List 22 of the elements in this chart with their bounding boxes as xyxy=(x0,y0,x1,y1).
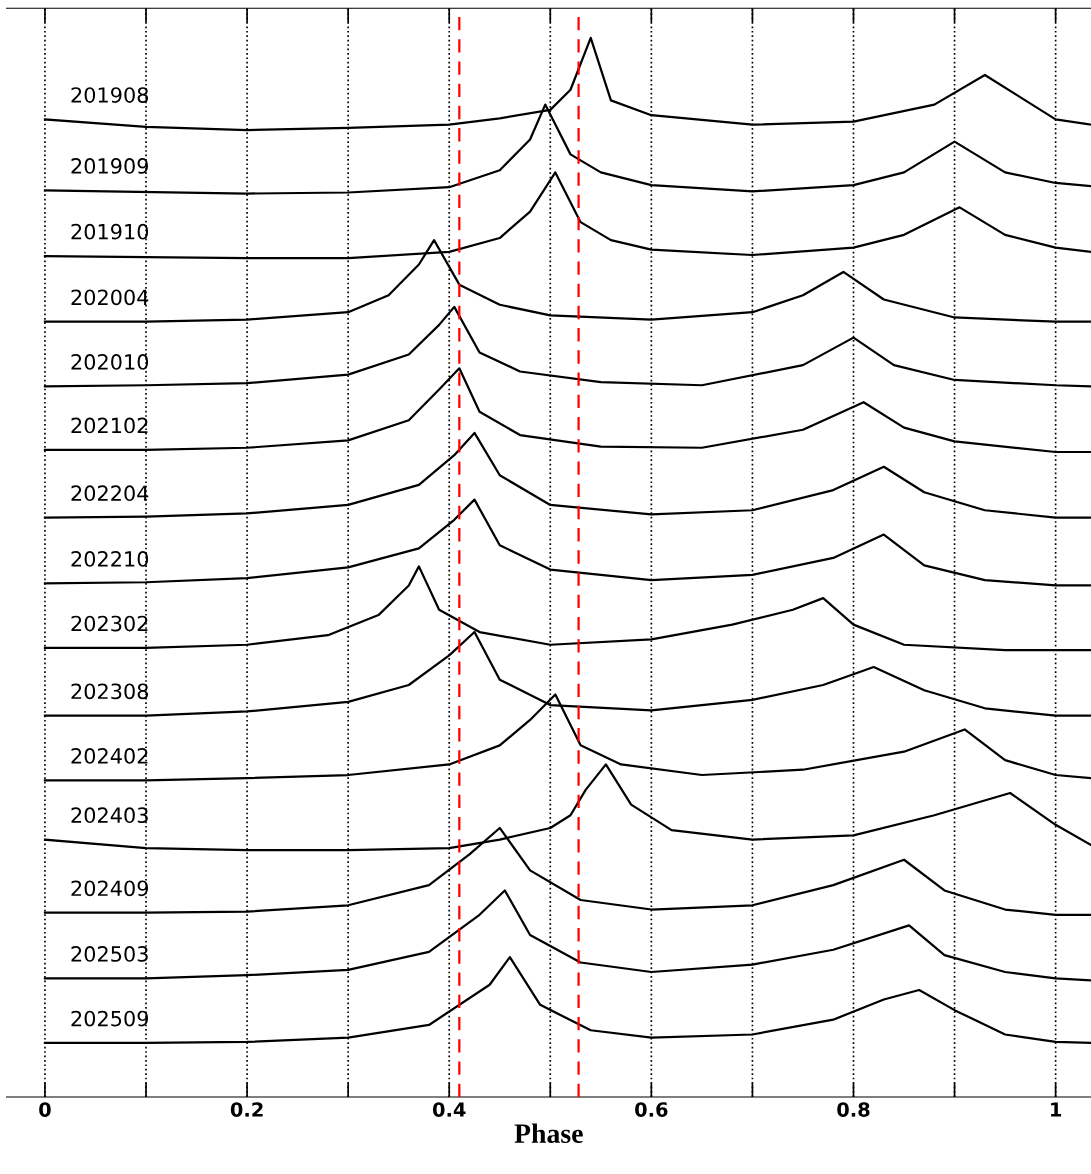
x-tick-label: 0.8 xyxy=(837,1102,870,1117)
series-label: 201909 xyxy=(71,158,149,174)
series-label: 202302 xyxy=(71,615,148,632)
series-label: 202102 xyxy=(71,417,148,434)
x-tick-label: 0.4 xyxy=(432,1102,466,1117)
series-label: 201908 xyxy=(71,87,149,103)
series-label: 202004 xyxy=(71,289,149,306)
series-label: 202010 xyxy=(71,354,149,370)
series-label: 202308 xyxy=(71,683,149,700)
series-label: 202503 xyxy=(71,946,148,962)
series-label: 202509 xyxy=(71,1010,149,1027)
series-label: 202210 xyxy=(71,551,149,567)
x-tick-label: 0.6 xyxy=(635,1102,668,1117)
x-tick-label: 1 xyxy=(1051,1102,1062,1117)
series-label: 202409 xyxy=(71,880,149,897)
series-label: 202402 xyxy=(71,748,148,764)
series-label: 201910 xyxy=(71,223,149,240)
series-label: 202204 xyxy=(71,485,149,502)
series-label: 202403 xyxy=(71,807,148,824)
x-tick-label: 0 xyxy=(39,1102,51,1117)
x-tick-label: 0.2 xyxy=(230,1102,263,1117)
x-axis-title: Phase xyxy=(514,1123,583,1143)
